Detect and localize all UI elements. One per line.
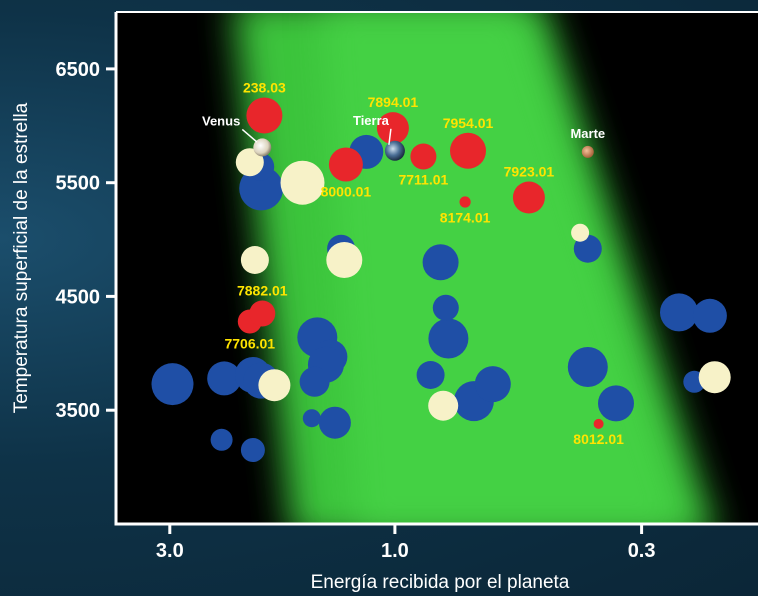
x-axis-ticks: 3.0 1.0 0.3 [156,524,656,562]
red-candidate-point-0 [246,97,283,134]
red-candidate-point-9 [593,418,604,429]
candidate-label-1: 7894.01 [368,94,419,110]
red-candidate-point-1 [376,112,409,145]
cream-star-point-0 [235,148,264,177]
cream-star-point-7 [698,361,731,394]
points-layer [151,97,731,462]
blue-star-point-23 [567,347,608,387]
blue-star-point-18 [432,294,459,321]
y-tick-label-2: 4500 [56,286,101,308]
planet-tierra [384,140,405,161]
red-candidate-point-4 [450,132,486,169]
candidate-label-9: 8012.01 [573,431,624,447]
planet-label-tierra: Tierra [353,113,390,128]
cream-star-point-1 [240,246,269,274]
blue-star-point-26 [692,298,727,333]
blue-star-point-11 [299,366,330,397]
planet-layer: Venus Tierra Marte [202,113,605,161]
x-axis-title: Energía recibida por el planeta [311,572,570,593]
blue-star-point-25 [660,293,698,332]
y-tick-label-0: 6500 [56,59,101,81]
blue-star-point-19 [416,361,445,389]
y-tick-label-1: 5500 [56,173,101,195]
x-tick-label-0: 3.0 [156,540,184,562]
blue-star-point-4 [210,428,233,451]
blue-star-point-13 [318,406,351,439]
x-tick-label-2: 0.3 [628,540,656,562]
red-candidate-point-5 [459,196,471,208]
y-axis-ticks: 6500 5500 4500 3500 [56,59,116,422]
candidate-label-5: 8174.01 [440,210,491,226]
candidate-label-0: 238.03 [243,80,286,96]
candidate-label-4: 8000.01 [321,184,372,200]
blue-star-point-16 [422,244,459,281]
planet-venus [253,138,272,157]
candidate-label-7: 7882.01 [237,283,288,299]
x-tick-label-1: 1.0 [381,540,409,562]
blue-star-point-21 [474,366,511,403]
red-candidate-point-2 [410,143,437,170]
blue-star-point-5 [240,438,265,462]
blue-star-point-0 [151,363,194,406]
candidate-label-2: 7954.01 [443,115,494,131]
blue-star-point-12 [302,409,321,428]
planet-marte [581,145,594,158]
y-axis-title: Temperatura superficial de la estrella [11,102,32,413]
cream-star-point-6 [571,223,590,242]
planet-label-marte: Marte [570,126,605,141]
blue-star-point-6 [239,166,284,211]
cream-star-point-3 [280,160,325,205]
cream-star-point-5 [428,390,459,421]
blue-star-point-1 [207,361,242,396]
blue-star-point-22 [573,234,602,263]
annotations-layer: 238.03 7894.01 7954.01 7711.01 8000.01 8174.0… [224,80,624,447]
cream-star-point-4 [326,242,363,278]
planet-leader-line-venus [241,128,258,143]
cream-star-point-2 [258,369,291,402]
candidate-label-3: 7711.01 [398,172,448,188]
blue-star-point-24 [598,385,634,422]
habitable-zone-core [320,12,685,524]
blue-star-point-17 [428,318,469,359]
planet-leader-line-tierra [388,128,392,145]
planet-label-venus: Venus [202,113,240,128]
red-candidate-point-3 [328,147,363,182]
candidate-label-8: 7706.01 [224,336,275,352]
y-tick-label-3: 3500 [56,400,101,422]
red-candidate-point-8 [249,300,276,327]
red-candidate-point-6 [512,181,545,214]
candidate-label-6: 7923.01 [504,164,555,180]
